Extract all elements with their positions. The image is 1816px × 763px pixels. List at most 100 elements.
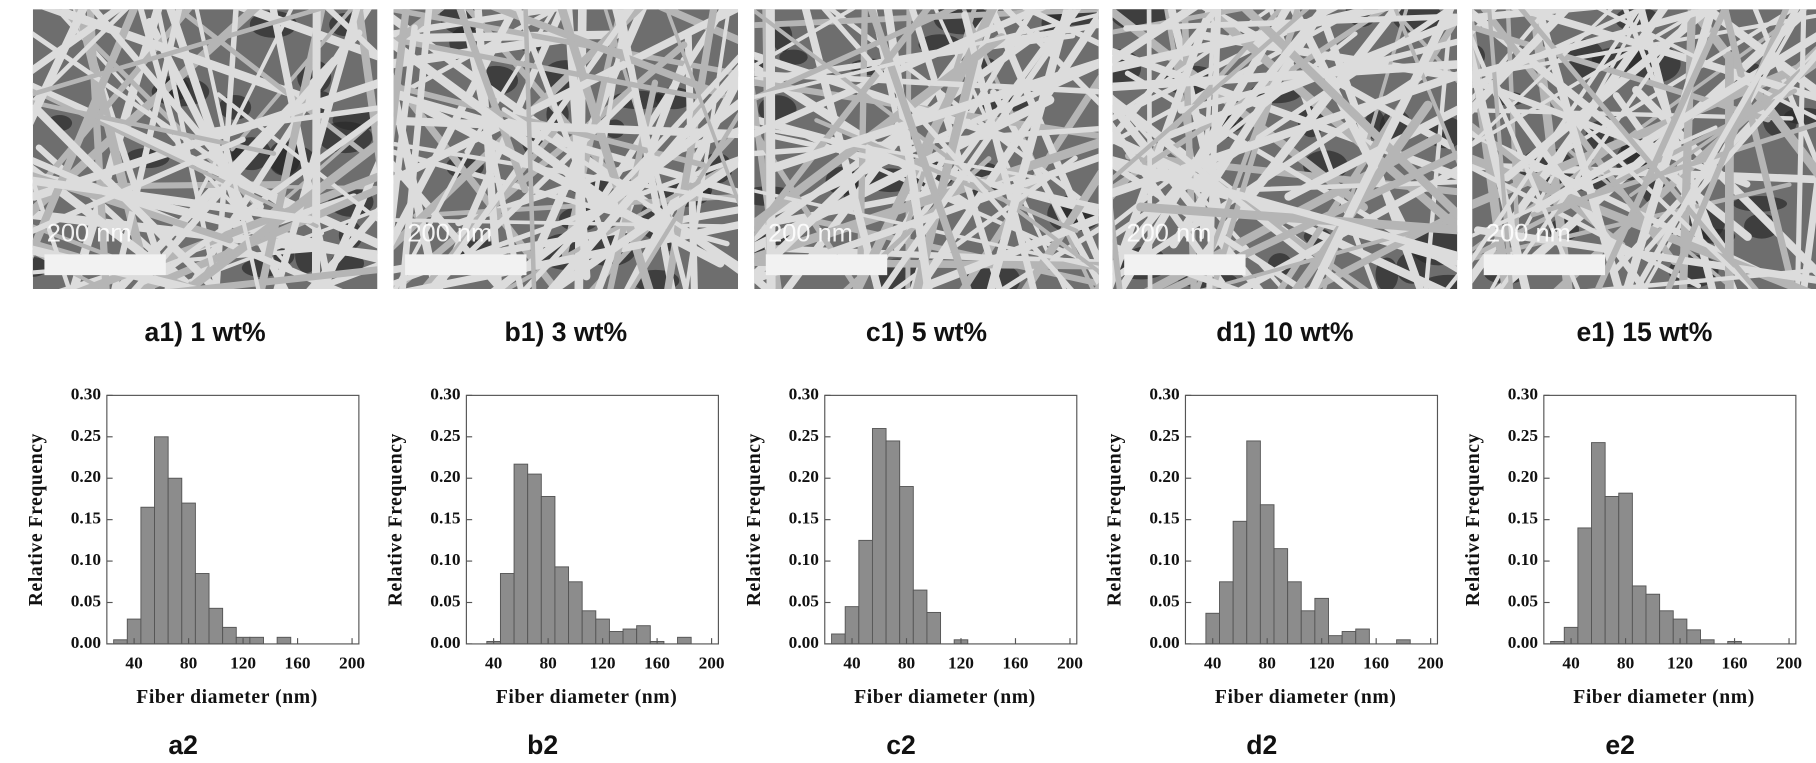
y-tick-label: 0.15 (789, 509, 820, 528)
fiber (32, 88, 319, 228)
fiber (1112, 60, 1458, 92)
fiber (501, 107, 739, 267)
fiber (768, 133, 1099, 210)
x-axis-title: Fiber diameter (nm) (1573, 686, 1755, 708)
histogram-bar (181, 502, 196, 645)
y-tick-label: 0.15 (1508, 509, 1539, 528)
fiber (1594, 9, 1729, 290)
fiber (1393, 9, 1458, 165)
histogram-bar (1604, 495, 1620, 645)
histogram-bar (1232, 520, 1248, 645)
x-tick-label: 80 (1617, 654, 1634, 673)
sem-image: 200 nm (1112, 9, 1458, 290)
fiber (354, 9, 378, 172)
fiber (1721, 9, 1797, 290)
fiber (821, 9, 1074, 290)
fiber (547, 157, 739, 290)
y-tick-label: 0.15 (71, 509, 102, 528)
fiber (194, 9, 261, 290)
fiber (134, 185, 378, 290)
fiber (1687, 9, 1816, 179)
histogram-bar (1355, 628, 1370, 645)
fiber (181, 115, 378, 290)
y-tick-label: 0.05 (71, 591, 102, 610)
histogram-bar (1287, 581, 1302, 645)
fiber (1021, 9, 1099, 47)
x-tick-label: 160 (1722, 654, 1748, 673)
fiber (1472, 33, 1581, 290)
histogram-bar (1246, 440, 1261, 645)
fiber (1472, 9, 1603, 22)
histogram-bar (194, 573, 210, 645)
fiber (1123, 13, 1458, 32)
x-tick-label: 200 (1776, 654, 1802, 673)
y-tick-label: 0.00 (430, 633, 460, 652)
fiber (1533, 32, 1816, 213)
fiber (32, 82, 378, 249)
x-tick-label: 40 (485, 654, 502, 673)
fiber (1304, 209, 1458, 290)
scale-label: 200 nm (47, 219, 132, 247)
fiber (32, 164, 197, 290)
fiber (912, 57, 978, 290)
histogram-bar (1659, 610, 1674, 645)
x-tick-label: 200 (339, 654, 365, 673)
fiber (1112, 9, 1274, 120)
fiber (1530, 121, 1816, 218)
fiber (522, 54, 739, 290)
fiber (515, 9, 612, 252)
fiber (754, 272, 773, 290)
x-tick-label: 160 (1002, 654, 1028, 673)
histogram-bar (1631, 585, 1647, 645)
y-axis-title: Relative Frequency (25, 433, 47, 606)
fiber (393, 9, 572, 37)
y-tick-label: 0.20 (1149, 467, 1179, 486)
fiber (629, 111, 739, 290)
fiber (311, 9, 321, 290)
fiber (1472, 125, 1718, 238)
image-caption: e1) 15 wt% (1576, 317, 1712, 347)
y-tick-label: 0.10 (71, 550, 101, 569)
fiber (1795, 9, 1807, 290)
x-tick-label: 120 (948, 654, 974, 673)
x-tick-label: 80 (1259, 654, 1276, 673)
histogram-bar (677, 636, 692, 645)
fiber (1444, 273, 1458, 290)
histogram-bar (899, 486, 914, 645)
fiber (1112, 204, 1123, 290)
y-tick-label: 0.20 (71, 467, 101, 486)
fiber (393, 38, 617, 209)
fiber (684, 9, 731, 290)
histogram-bar (1300, 610, 1316, 645)
fiber (1472, 108, 1794, 121)
fiber (867, 9, 972, 290)
fiber (1622, 9, 1717, 290)
fiber (1112, 9, 1310, 182)
fiber (1112, 156, 1458, 260)
histogram-bar (831, 633, 846, 645)
fiber (1112, 96, 1354, 290)
x-axis-title: Fiber diameter (nm) (1215, 686, 1397, 708)
fiber (32, 157, 343, 290)
histogram-bar (140, 506, 155, 645)
fiber (1472, 165, 1702, 289)
histogram-bar (540, 495, 556, 645)
fiber (754, 126, 1099, 157)
histogram-bar (167, 477, 183, 645)
fiber (657, 9, 739, 45)
histogram-bar (222, 626, 237, 645)
scale-bar (1483, 254, 1606, 276)
fiber (1472, 9, 1706, 148)
scale-label: 200 nm (1486, 219, 1571, 247)
x-tick-label: 40 (125, 654, 142, 673)
histogram-bar (154, 436, 169, 645)
y-axis-title: Relative Frequency (1462, 433, 1484, 606)
fiber (32, 9, 327, 97)
x-tick-label: 200 (1418, 654, 1444, 673)
x-tick-label: 80 (539, 654, 556, 673)
histogram-bar (608, 631, 624, 645)
fiber (624, 70, 739, 290)
fiber (523, 9, 537, 290)
fiber (1199, 9, 1217, 240)
x-tick-label: 160 (1363, 654, 1389, 673)
